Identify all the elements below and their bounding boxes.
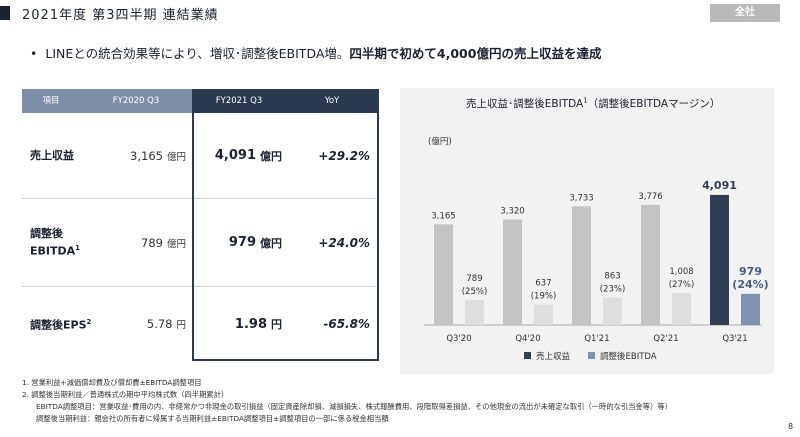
headline: • LINEとの統合効果等により、増収･調整後EBITDA増。四半期で初めて4,0…	[30, 43, 601, 62]
data-label-ebitda: 789	[466, 274, 482, 284]
unit-fy2021: 億円	[260, 236, 282, 250]
bar-ebitda	[603, 297, 622, 325]
cell-yoy: +24.0%	[318, 235, 370, 250]
row-label-text: 売上収益	[30, 149, 74, 162]
chart-title-suffix: （調整後EBITDAマージン）	[587, 98, 721, 110]
unit-fy2020: 円	[176, 320, 186, 331]
unit-fy2020: 億円	[166, 238, 186, 250]
footnote-ebitda-definition: EBITDA調整項目：営業収益･費用の内、非経常かつ非現金の取引損益（固定資産除…	[36, 402, 672, 411]
bar-revenue	[434, 224, 453, 325]
value-fy2020: 5.78	[146, 317, 173, 331]
bar-ebitda	[741, 293, 760, 325]
data-label-revenue: 3,776	[638, 192, 662, 202]
cell-fy2020: 789 億円	[80, 199, 186, 286]
chart-title-footnote-ref: 1	[583, 96, 588, 105]
cell-fy2021: 1.98 円	[192, 287, 282, 361]
bar-revenue	[641, 204, 660, 325]
data-label-ebitda: 637	[535, 279, 551, 289]
value-fy2021: 1.98	[234, 316, 267, 332]
row-ebitda: 調整後 EBITDA1 789 億円 979 億円 +24.0%	[22, 199, 378, 287]
data-label-margin: (24%)	[732, 278, 768, 291]
unit-fy2020: 億円	[166, 151, 186, 163]
header-item: 項目	[22, 89, 80, 113]
headline-text: LINEとの統合効果等により、増収･調整後EBITDA増。	[45, 46, 350, 61]
footnote-ref: 2	[86, 318, 92, 327]
row-eps: 調整後EPS2 5.78 円 1.98 円 -65.8%	[22, 287, 378, 361]
unit-fy2021: 円	[271, 318, 282, 331]
row-label: 調整後EPS2	[30, 287, 130, 361]
unit-label: (億円)	[428, 136, 452, 147]
row-label: 売上収益	[30, 113, 130, 198]
cell-yoy: +29.2%	[318, 148, 370, 163]
bar-revenue	[710, 194, 729, 325]
header-yoy: YoY	[286, 89, 378, 113]
data-label-revenue: 3,320	[500, 206, 524, 216]
header-fy2020: FY2020 Q3	[80, 89, 192, 113]
row-label: 調整後 EBITDA1	[30, 199, 130, 286]
value-fy2020: 789	[141, 235, 163, 250]
data-label-margin: (25%)	[462, 287, 488, 297]
data-label-revenue: 3,165	[431, 211, 455, 221]
value-fy2021: 4,091	[214, 148, 256, 163]
chart-title-text: 売上収益･調整後EBITDA	[466, 98, 584, 110]
data-label-ebitda: 979	[739, 265, 762, 278]
footnote-ref: 1	[75, 244, 81, 253]
data-label-margin: (23%)	[600, 285, 626, 295]
legend-label-ebitda: 調整後EBITDA	[600, 351, 657, 362]
row-revenue: 売上収益 3,165 億円 4,091 億円 +29.2%	[22, 113, 378, 199]
title-marker	[0, 6, 10, 20]
legend-swatch-revenue	[524, 352, 531, 359]
cell-fy2020: 5.78 円	[80, 287, 186, 361]
value-fy2021: 979	[228, 235, 256, 250]
legend-swatch-ebitda	[588, 352, 595, 359]
header-fy2021: FY2021 Q3	[192, 89, 286, 113]
data-label-margin: (19%)	[531, 292, 557, 302]
category-label: Q1'21	[584, 334, 609, 344]
row-label-text-2: EBITDA	[30, 244, 76, 258]
value-fy2020: 3,165	[130, 148, 163, 163]
footnote-1: 1. 営業利益+減価償却費及び償却費±EBITDA調整項目	[22, 378, 202, 387]
data-label-margin: (27%)	[669, 280, 695, 290]
chart-title: 売上収益･調整後EBITDA1（調整後EBITDAマージン）	[0, 96, 800, 111]
bullet-icon: •	[30, 46, 38, 61]
unit-fy2021: 億円	[260, 149, 282, 163]
headline-bold-text: 四半期で初めて4,000億円の売上収益を達成	[349, 46, 602, 61]
fy2021-highlight-frame	[192, 89, 379, 361]
category-label: Q3'20	[446, 334, 471, 344]
category-label: Q2'21	[653, 334, 678, 344]
footnote-2: 2. 調整後当期利益／普通株式の期中平均株式数（四半期累計）	[22, 390, 229, 399]
row-label-text: 調整後EPS	[30, 318, 87, 332]
data-label-revenue: 3,733	[569, 193, 593, 203]
page-number: 8	[788, 422, 794, 431]
cell-fy2020: 3,165 億円	[80, 113, 186, 198]
bar-revenue	[572, 206, 591, 325]
revenue-ebitda-chart: (億円) 3,165 789 (25%) Q3'20 3,320 637 (19%) Q4'20…	[424, 136, 769, 362]
data-label-ebitda: 1,008	[669, 267, 693, 277]
bar-ebitda	[672, 292, 691, 325]
cell-fy2021: 979 億円	[192, 199, 282, 286]
data-label-ebitda: 863	[604, 272, 620, 282]
footnote-adjusted-income-definition: 調整後当期利益：親会社の所有者に帰属する当期利益±EBITDA調整項目±調整項目…	[36, 414, 389, 423]
page-title: 2021年度 第3四半期 連結業績	[22, 8, 219, 23]
cell-fy2021: 4,091 億円	[192, 113, 282, 198]
bar-ebitda	[465, 299, 484, 325]
bar-ebitda	[534, 304, 553, 325]
category-label: Q4'20	[515, 334, 540, 344]
data-label-revenue: 4,091	[702, 179, 737, 192]
bar-revenue	[503, 219, 522, 325]
category-label: Q3'21	[722, 334, 747, 344]
cell-yoy: -65.8%	[323, 317, 370, 331]
row-label-text: 調整後	[30, 227, 63, 241]
legend-label-revenue: 売上収益	[536, 351, 571, 362]
segment-badge: 全社	[710, 4, 780, 22]
footnotes: 1. 営業利益+減価償却費及び償却費±EBITDA調整項目 2. 調整後当期利益…	[22, 377, 672, 425]
